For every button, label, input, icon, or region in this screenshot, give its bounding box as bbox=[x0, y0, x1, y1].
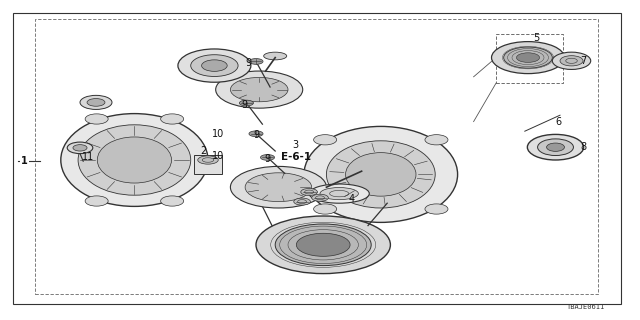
Ellipse shape bbox=[301, 188, 317, 196]
Ellipse shape bbox=[560, 56, 583, 66]
Ellipse shape bbox=[309, 184, 369, 203]
Bar bbox=[496, 34, 563, 83]
Text: 2: 2 bbox=[200, 146, 207, 156]
Ellipse shape bbox=[552, 52, 591, 69]
Ellipse shape bbox=[80, 95, 112, 109]
Ellipse shape bbox=[314, 135, 337, 145]
Bar bbox=[35, 19, 598, 294]
Ellipse shape bbox=[239, 100, 253, 106]
Ellipse shape bbox=[296, 233, 350, 256]
Ellipse shape bbox=[198, 156, 218, 164]
Ellipse shape bbox=[230, 77, 288, 102]
Ellipse shape bbox=[161, 114, 184, 124]
Ellipse shape bbox=[516, 53, 540, 62]
Text: 11: 11 bbox=[82, 152, 95, 163]
Ellipse shape bbox=[216, 71, 303, 108]
Ellipse shape bbox=[61, 114, 208, 206]
Ellipse shape bbox=[326, 141, 435, 208]
Text: 9: 9 bbox=[264, 154, 271, 164]
Ellipse shape bbox=[314, 204, 337, 214]
Text: 8: 8 bbox=[580, 141, 587, 152]
Text: 6: 6 bbox=[555, 117, 561, 127]
Ellipse shape bbox=[294, 198, 310, 205]
Ellipse shape bbox=[249, 59, 263, 64]
Ellipse shape bbox=[320, 188, 358, 200]
Text: 9: 9 bbox=[245, 58, 252, 68]
Text: 10: 10 bbox=[211, 129, 224, 139]
Text: 7: 7 bbox=[580, 56, 587, 67]
Text: TBAJE0611: TBAJE0611 bbox=[566, 304, 605, 310]
Ellipse shape bbox=[202, 60, 227, 71]
Ellipse shape bbox=[346, 153, 416, 196]
Ellipse shape bbox=[67, 142, 93, 154]
Ellipse shape bbox=[178, 49, 251, 82]
Ellipse shape bbox=[547, 143, 564, 151]
Ellipse shape bbox=[256, 216, 390, 274]
Text: 5: 5 bbox=[533, 33, 540, 43]
Ellipse shape bbox=[260, 155, 275, 160]
Text: 3: 3 bbox=[292, 140, 299, 150]
Ellipse shape bbox=[527, 134, 584, 160]
Text: 9: 9 bbox=[253, 130, 259, 140]
Text: 9: 9 bbox=[241, 100, 248, 110]
Ellipse shape bbox=[492, 42, 564, 74]
Text: 1: 1 bbox=[21, 156, 28, 166]
Ellipse shape bbox=[73, 145, 87, 151]
Ellipse shape bbox=[304, 126, 458, 222]
Ellipse shape bbox=[230, 166, 326, 208]
Ellipse shape bbox=[85, 196, 108, 206]
Ellipse shape bbox=[275, 224, 371, 266]
Ellipse shape bbox=[85, 114, 108, 124]
Ellipse shape bbox=[538, 139, 573, 156]
Text: E-6-1: E-6-1 bbox=[280, 152, 311, 163]
Ellipse shape bbox=[245, 173, 312, 202]
Ellipse shape bbox=[425, 135, 448, 145]
Text: 4: 4 bbox=[349, 194, 355, 204]
Ellipse shape bbox=[97, 137, 172, 183]
Ellipse shape bbox=[504, 47, 552, 68]
Bar bbox=[194, 155, 222, 174]
Ellipse shape bbox=[249, 131, 263, 137]
Text: 10: 10 bbox=[211, 151, 224, 161]
Ellipse shape bbox=[161, 196, 184, 206]
Ellipse shape bbox=[312, 194, 328, 201]
Ellipse shape bbox=[78, 125, 191, 195]
Ellipse shape bbox=[191, 55, 238, 76]
Ellipse shape bbox=[264, 52, 287, 60]
Ellipse shape bbox=[425, 204, 448, 214]
Ellipse shape bbox=[87, 99, 105, 106]
